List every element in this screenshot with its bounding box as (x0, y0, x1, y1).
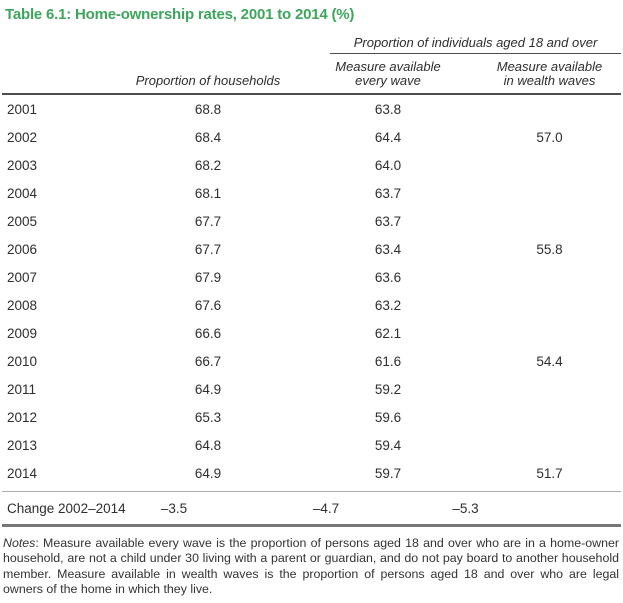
home-ownership-table: Proportion of individuals aged 18 and ov… (2, 36, 621, 527)
households-value-cell: 66.6 (194, 325, 222, 341)
header-line: Measure available (496, 59, 603, 74)
every-wave-value-cell: 64.4 (374, 129, 402, 145)
year-cell: 2007 (7, 269, 38, 285)
year-cell: 2001 (7, 101, 38, 117)
header-line: in wealth waves (503, 73, 596, 88)
households-value-cell: 67.6 (194, 297, 222, 313)
every-wave-value-cell: 63.7 (374, 213, 402, 229)
header-line: every wave (355, 73, 421, 88)
change-wealth-waves-value: –5.3 (452, 500, 479, 516)
header-line: Measure available (335, 59, 441, 74)
table-row: 2002 68.4 64.4 57.0 (2, 123, 621, 151)
notes-text: : Measure available every wave is the pr… (3, 536, 619, 597)
table-row: 2008 67.6 63.2 (2, 291, 621, 319)
table-row: 2012 65.3 59.6 (2, 403, 621, 431)
every-wave-value-cell: 64.0 (374, 157, 402, 173)
households-value-cell: 66.7 (194, 353, 222, 369)
households-value-cell: 68.4 (194, 129, 222, 145)
households-value-cell: 68.1 (194, 185, 222, 201)
every-wave-value-cell: 62.1 (374, 325, 402, 341)
every-wave-value-cell: 63.2 (374, 297, 402, 313)
header-rule (2, 93, 621, 95)
table-row: 2003 68.2 64.0 (2, 151, 621, 179)
table-body: 2001 68.8 63.8 2002 68.4 64.4 57.0 2003 68.2 64.0… (2, 95, 621, 487)
column-header-every-wave: Measure available every wave (298, 60, 478, 88)
every-wave-value-cell: 59.4 (374, 437, 402, 453)
change-row-label: Change 2002–2014 (7, 500, 126, 516)
table-column-header-row: Proportion of households Measure availab… (2, 60, 621, 88)
column-header-households: Proportion of households (135, 73, 281, 88)
households-value-cell: 65.3 (194, 409, 222, 425)
wealth-waves-value-cell: 51.7 (536, 465, 563, 481)
table-group-header-row: Proportion of individuals aged 18 and ov… (2, 36, 621, 54)
table-row: 2005 67.7 63.7 (2, 207, 621, 235)
notes-label: Notes (3, 536, 36, 550)
year-cell: 2011 (7, 381, 37, 397)
households-value-cell: 64.9 (194, 381, 222, 397)
households-value-cell: 68.2 (194, 157, 222, 173)
year-cell: 2009 (7, 325, 38, 341)
every-wave-value-cell: 63.8 (374, 101, 402, 117)
households-value-cell: 67.9 (194, 269, 222, 285)
every-wave-value-cell: 63.6 (374, 269, 402, 285)
table-row: 2013 64.8 59.4 (2, 431, 621, 459)
table-row: 2010 66.7 61.6 54.4 (2, 347, 621, 375)
table-row: 2006 67.7 63.4 55.8 (2, 235, 621, 263)
wealth-waves-value-cell: 57.0 (536, 129, 563, 145)
table-title: Table 6.1: Home-ownership rates, 2001 to… (5, 6, 355, 23)
households-value-cell: 64.8 (194, 437, 222, 453)
change-every-wave-value: –4.7 (312, 500, 340, 516)
wealth-waves-value-cell: 55.8 (536, 241, 563, 257)
year-cell: 2002 (7, 129, 38, 145)
year-cell: 2012 (7, 409, 38, 425)
change-row: Change 2002–2014 –3.5 –4.7 –5.3 (2, 492, 621, 524)
table-row: 2011 64.9 59.2 (2, 375, 621, 403)
year-cell: 2005 (7, 213, 38, 229)
year-cell: 2013 (7, 437, 38, 453)
every-wave-value-cell: 63.7 (374, 185, 402, 201)
column-group-header: Proportion of individuals aged 18 and ov… (330, 36, 621, 54)
table-bottom-rule (2, 524, 621, 527)
change-households-value: –3.5 (160, 500, 188, 516)
every-wave-value-cell: 63.4 (374, 241, 402, 257)
year-cell: 2010 (7, 353, 38, 369)
households-value-cell: 64.9 (194, 465, 222, 481)
households-value-cell: 67.7 (194, 213, 222, 229)
every-wave-value-cell: 59.2 (374, 381, 402, 397)
households-value-cell: 67.7 (194, 241, 222, 257)
year-cell: 2004 (7, 185, 38, 201)
households-value-cell: 68.8 (194, 101, 222, 117)
change-row-rule (2, 491, 621, 492)
every-wave-value-cell: 59.6 (374, 409, 402, 425)
every-wave-value-cell: 59.7 (374, 465, 402, 481)
year-cell: 2006 (7, 241, 38, 257)
column-header-wealth-waves: Measure available in wealth waves (478, 60, 621, 88)
table-row: 2007 67.9 63.6 (2, 263, 621, 291)
year-cell: 2003 (7, 157, 38, 173)
table-notes: Notes: Measure available every wave is t… (3, 536, 619, 598)
table-row: 2014 64.9 59.7 51.7 (2, 459, 621, 487)
year-cell: 2014 (7, 465, 38, 481)
table-row: 2001 68.8 63.8 (2, 95, 621, 123)
every-wave-value-cell: 61.6 (374, 353, 402, 369)
year-cell: 2008 (7, 297, 38, 313)
table-row: 2004 68.1 63.7 (2, 179, 621, 207)
table-row: 2009 66.6 62.1 (2, 319, 621, 347)
wealth-waves-value-cell: 54.4 (536, 353, 563, 369)
